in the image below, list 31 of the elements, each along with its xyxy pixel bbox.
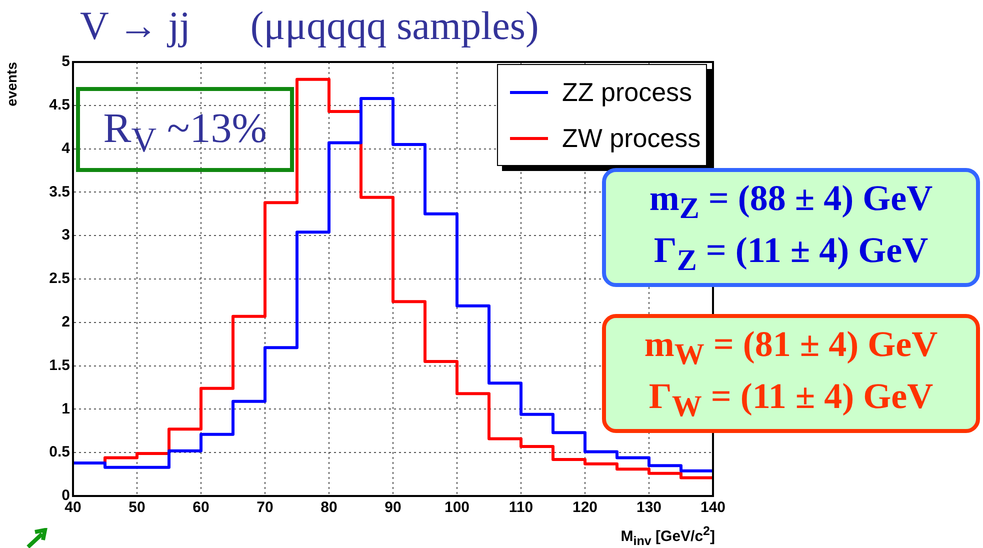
legend-label: ZW process	[562, 122, 701, 154]
y-tick-label: 0.5	[49, 444, 70, 461]
y-tick-label: 3	[62, 226, 70, 244]
x-tick-label: 110	[508, 499, 534, 516]
x-tick-label: 70	[256, 499, 274, 516]
chart-title: V → jj (μμqqqq samples)	[80, 2, 539, 49]
y-axis-title: events	[3, 62, 20, 106]
x-tick-label: 130	[636, 499, 662, 516]
x-tick-label: 140	[700, 499, 726, 516]
y-tick-label: 5	[62, 53, 70, 70]
x-tick-label: 40	[64, 499, 82, 516]
x-tick-label: 60	[192, 499, 210, 516]
y-tick-label: 1.5	[49, 356, 70, 374]
annotation: m$_{W}$ = (81 ± 4) GeV	[644, 324, 938, 372]
y-tick-label: 3.5	[49, 183, 70, 200]
x-tick-label: 120	[572, 499, 598, 516]
annotation: R$_{V}$ ~13%	[76, 87, 294, 172]
annotation: Γ$_{W}$ = (11 ± 4) GeV	[648, 376, 934, 423]
y-tick-label: 2	[62, 314, 70, 331]
legend-label: ZZ process	[562, 76, 692, 108]
x-tick-label: 90	[384, 499, 402, 516]
y-tick-label: 2.5	[49, 270, 70, 288]
x-tick-label: 50	[128, 499, 146, 516]
y-tick-label: 1	[62, 400, 70, 418]
x-tick-label: 100	[444, 499, 470, 516]
y-tick-label: 4.5	[49, 96, 70, 114]
annotation: m$_{Z}$ = (88 ± 4) GeV	[649, 178, 933, 226]
x-axis-title: M$_{inv}$ [GeV/c$^{2}$]	[620, 524, 715, 548]
annotation: Γ$_{Z}$ = (11 ± 4) GeV	[654, 230, 928, 277]
y-tick-label: 4	[62, 140, 71, 157]
x-tick-label: 80	[320, 499, 338, 516]
